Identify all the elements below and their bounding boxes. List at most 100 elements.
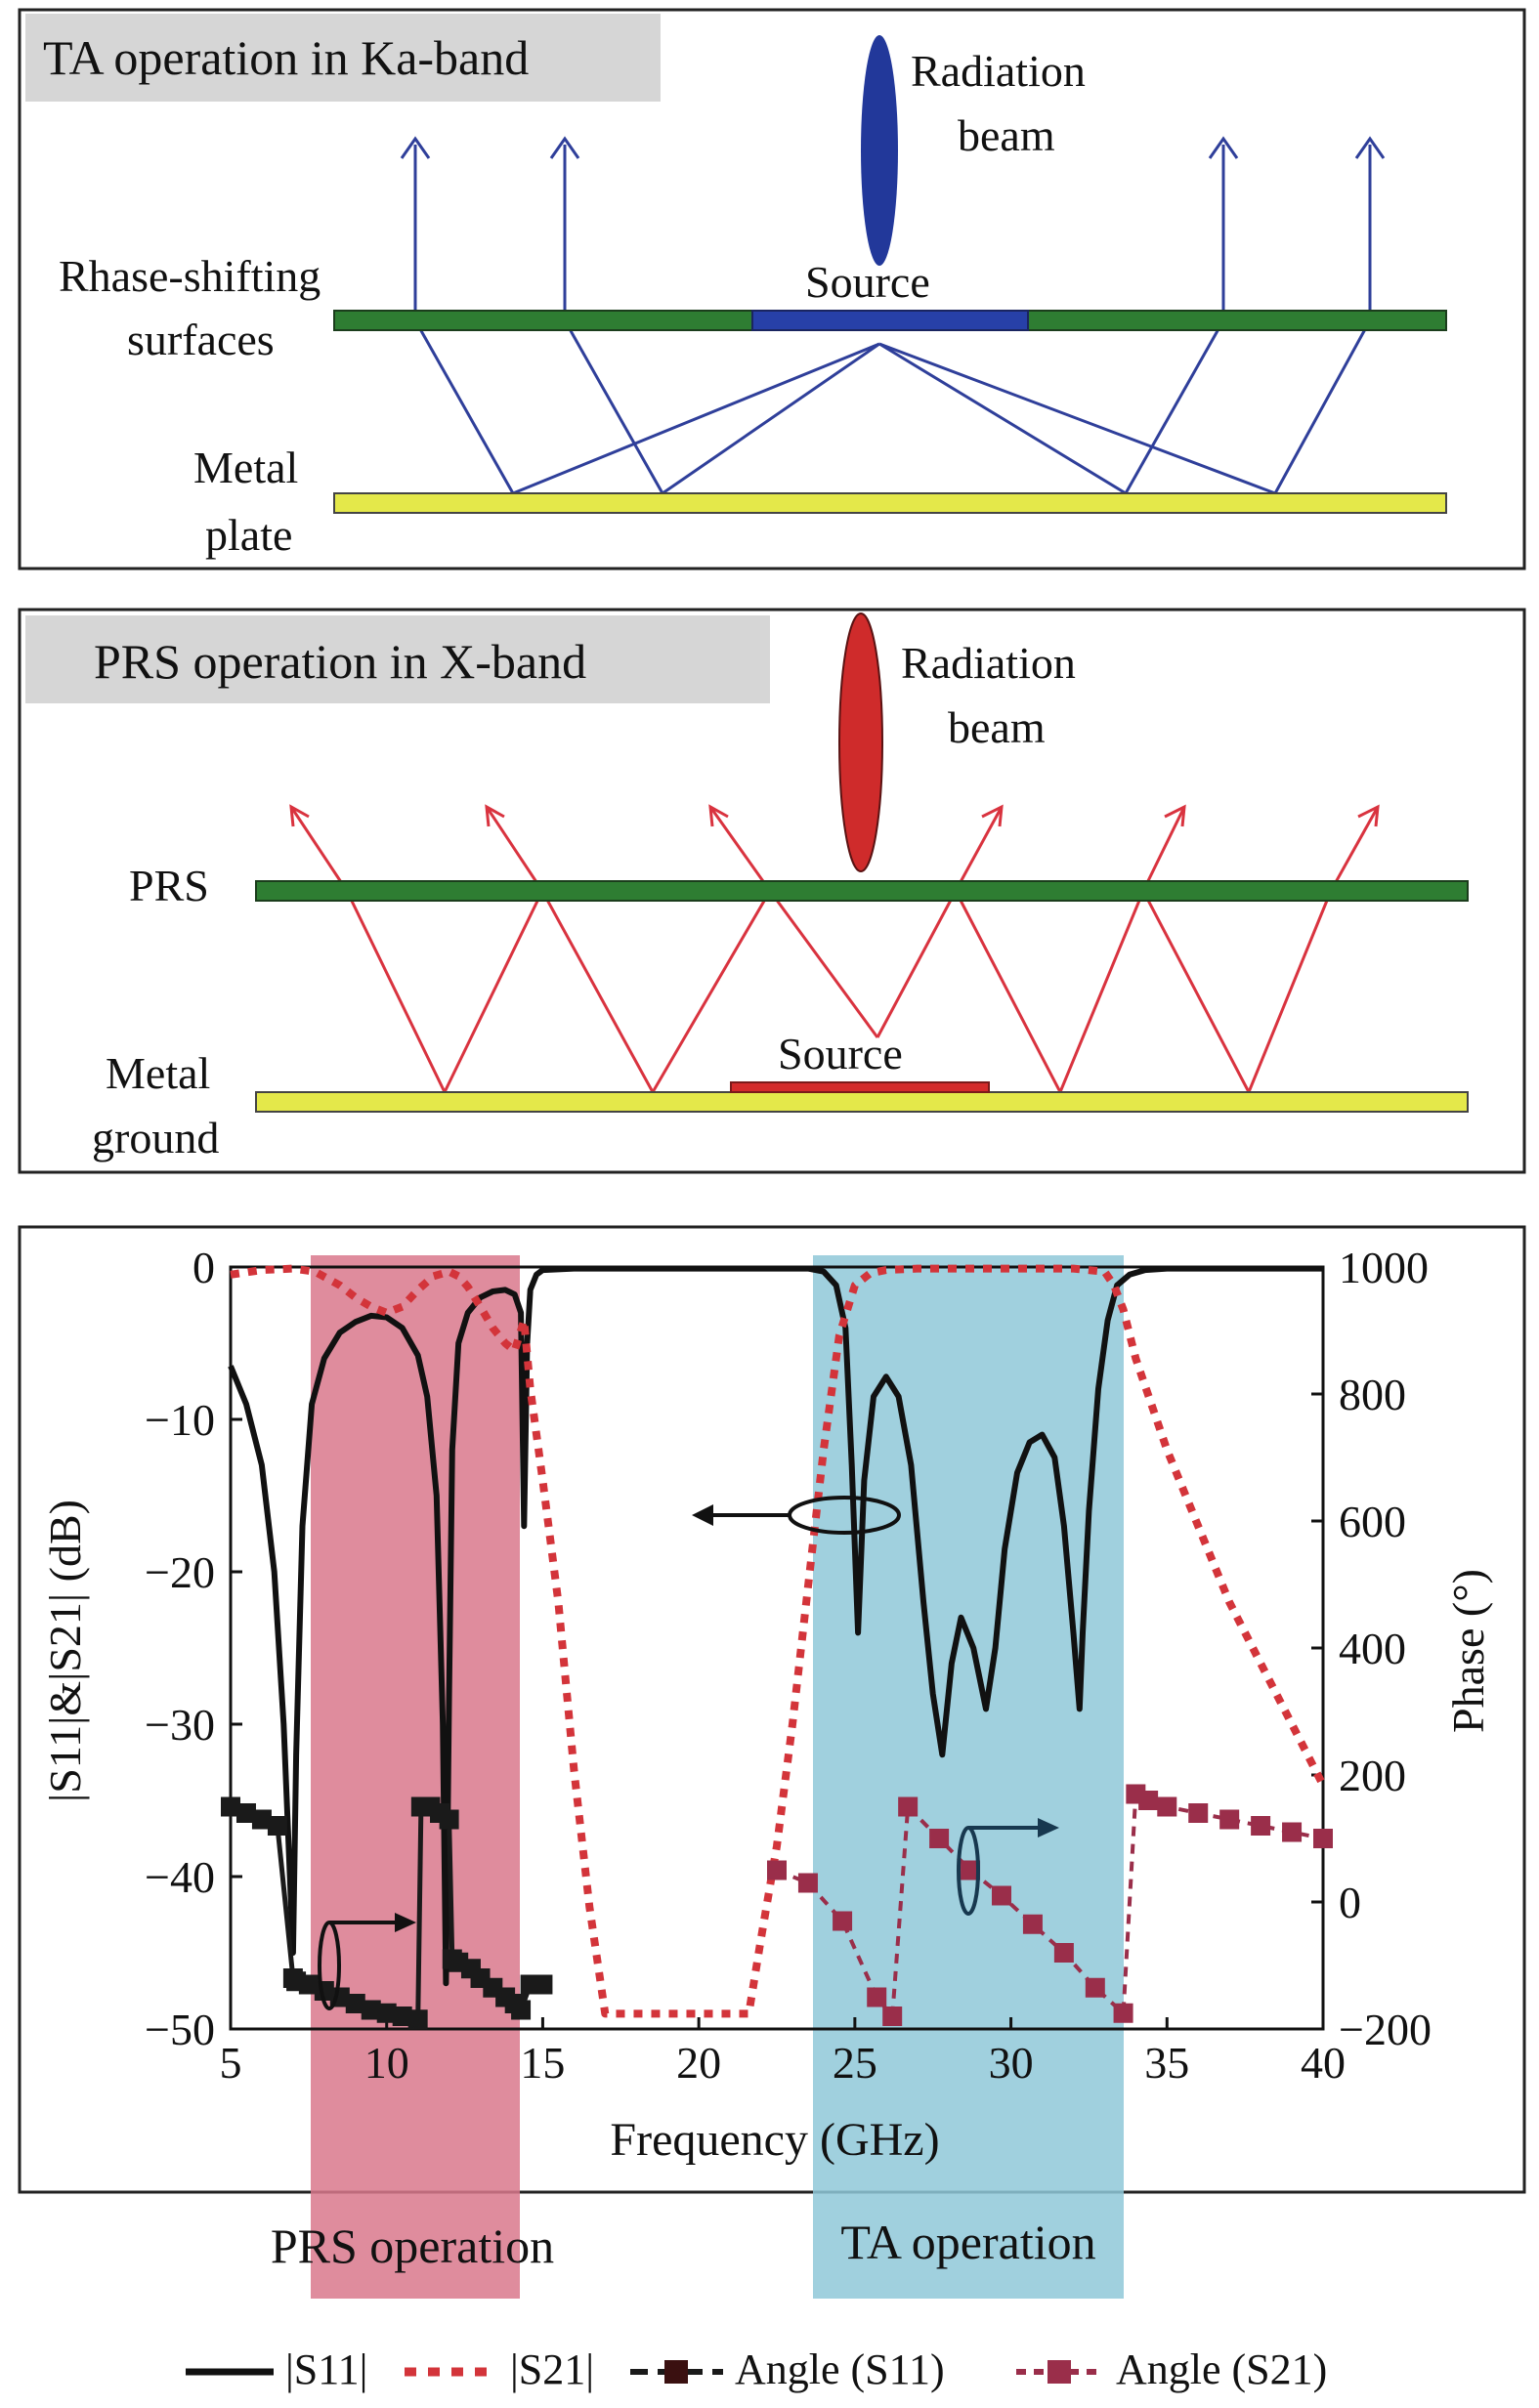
ta-radiation-beam: [861, 35, 898, 266]
series-angle-s11-marker: [251, 1809, 272, 1830]
y-tick-label: −30: [145, 1700, 215, 1750]
prs-source-label: Source: [778, 1029, 903, 1078]
ta-panel-frame: [18, 8, 1526, 570]
s-param-indicator: [692, 1496, 901, 1535]
series-angle-s21-marker: [1085, 1977, 1105, 1998]
ta-metal-plate: [333, 492, 1447, 514]
ta-phase-surface-right: [1027, 310, 1447, 331]
y2-tick-label: 800: [1339, 1370, 1406, 1419]
series-angle-s21-marker: [1157, 1796, 1177, 1817]
series-angle-s21-marker: [898, 1796, 919, 1817]
chart-panel-frame: [18, 1225, 1526, 2194]
y-tick-label: −10: [145, 1395, 215, 1445]
ta-title: TA operation in Ka-band: [43, 30, 529, 85]
ta-band: [813, 1255, 1124, 2299]
ta-plate-label-1: Metal: [193, 443, 298, 492]
x-tick-label: 5: [220, 2038, 242, 2088]
prs-rays: [289, 804, 1380, 1096]
series-s11-line: [228, 1265, 1323, 1987]
ta-surface-label-1: Rhase-shifting: [59, 251, 321, 301]
y2-tick-label: 600: [1339, 1497, 1406, 1546]
ta-rays: [413, 319, 1372, 495]
legend-ang-s11-marker: [664, 2360, 688, 2384]
x-tick-label: 25: [833, 2038, 877, 2088]
y-tick-label: −40: [145, 1852, 215, 1902]
series-angle-s11-marker: [345, 1994, 365, 2013]
prs-band: [311, 1255, 520, 2299]
series-angle-s21-marker: [1188, 1803, 1209, 1823]
ta-source: [751, 310, 1029, 331]
ta-up-arrows: [400, 136, 1386, 311]
series-angle-s21-marker: [1282, 1822, 1303, 1842]
ta-surface-label-2: surfaces: [127, 315, 275, 364]
series-angle-s11-marker: [439, 1809, 459, 1830]
chart-panel: 5 10 15 20 25 30 35 400−10−20−30−40−50100080060…: [18, 1225, 1526, 2299]
series-angle-s11-marker: [407, 2009, 428, 2030]
prs-title: PRS operation in X-band: [94, 634, 586, 689]
chart-layer: 5 10 15 20 25 30 35 400−10−20−30−40−50100080060…: [145, 1243, 1432, 2088]
prs-panel: PRS operation in X-band Radiation beam P…: [18, 608, 1526, 1174]
series-angle-s11-marker: [235, 1803, 256, 1823]
series-angle-s21-marker: [1251, 1816, 1271, 1836]
x-tick-label: 20: [676, 2038, 721, 2088]
series-angle-s21-marker: [1138, 1791, 1159, 1810]
series-angle-s11-marker: [298, 1974, 319, 1995]
series-angle-s11-marker: [361, 2000, 381, 2020]
series-angle-s11-marker: [511, 2000, 532, 2020]
ta-title-box: [25, 14, 661, 102]
legend-s21-label: |S21|: [510, 2345, 594, 2393]
prs-metal-ground: [255, 1091, 1469, 1113]
x-tick-label: 40: [1301, 2038, 1346, 2088]
prs-source: [730, 1081, 990, 1093]
prs-beam-label-1: Radiation: [901, 638, 1076, 688]
series-angle-s21-marker: [1313, 1829, 1333, 1848]
prs-ground-label-1: Metal: [106, 1048, 210, 1098]
prs-surface: [255, 880, 1469, 902]
legend-ang-s21-label: Angle (S21): [1116, 2345, 1327, 2393]
axis-ylabel: |S11|&|S21| (dB): [40, 1500, 90, 1802]
legend-ang-s11-label: Angle (S11): [735, 2345, 945, 2393]
ta-beam-label-1: Radiation: [911, 46, 1086, 96]
axis-y2label: Phase (°): [1443, 1569, 1493, 1733]
y-tick-label: −50: [145, 2005, 215, 2054]
series-angle-s11-marker: [392, 2007, 412, 2026]
y2-tick-label: 0: [1339, 1878, 1361, 1927]
series-angle-s21-marker: [929, 1829, 950, 1848]
y2-tick-label: 200: [1339, 1751, 1406, 1800]
legend-s11-label: |S11|: [285, 2345, 367, 2393]
ta-phase-indicator: [957, 1818, 1059, 1916]
axis-xlabel: Frequency (GHz): [610, 2114, 939, 2166]
y2-tick-label: −200: [1339, 2005, 1432, 2054]
y-tick-label: 0: [192, 1243, 215, 1292]
x-tick-label: 30: [989, 2038, 1034, 2088]
series-angle-s11-marker: [267, 1816, 287, 1836]
prs-ground-label-2: ground: [92, 1113, 219, 1162]
y-tick-label: −20: [145, 1547, 215, 1597]
series-angle-s21-marker: [1219, 1809, 1240, 1830]
ta-phase-surface-left: [333, 310, 753, 331]
series-angle-s21-marker: [1113, 2003, 1133, 2023]
prs-surface-label: PRS: [129, 861, 209, 910]
x-tick-label: 15: [520, 2038, 565, 2088]
ta-plate-label-2: plate: [205, 510, 292, 560]
series-angle-s21-marker: [991, 1885, 1011, 1906]
series-angle-s21-marker: [767, 1860, 787, 1880]
series-angle-s21-marker: [882, 2007, 903, 2026]
ta-beam-label-2: beam: [958, 110, 1055, 160]
series-angle-s11-marker: [376, 2003, 397, 2023]
x-tick-label: 10: [364, 2038, 409, 2088]
ta-panel: TA operation in Ka-band Radiati: [18, 8, 1526, 570]
series-angle-s11-marker: [533, 1974, 553, 1995]
series-angle-s21-marker: [797, 1873, 818, 1893]
y2-tick-label: 400: [1339, 1624, 1406, 1673]
ta-source-label: Source: [805, 257, 930, 307]
prs-title-box: [25, 615, 770, 703]
prs-beam-label-2: beam: [948, 702, 1046, 752]
x-tick-label: 35: [1144, 2038, 1189, 2088]
prs-band-label: PRS operation: [271, 2218, 554, 2273]
prs-phase-indicator: [318, 1913, 416, 2010]
series-angle-s21-marker: [961, 1860, 981, 1880]
series-angle-s21-marker: [867, 1987, 887, 2007]
legend-ang-s21-marker: [1047, 2360, 1071, 2384]
